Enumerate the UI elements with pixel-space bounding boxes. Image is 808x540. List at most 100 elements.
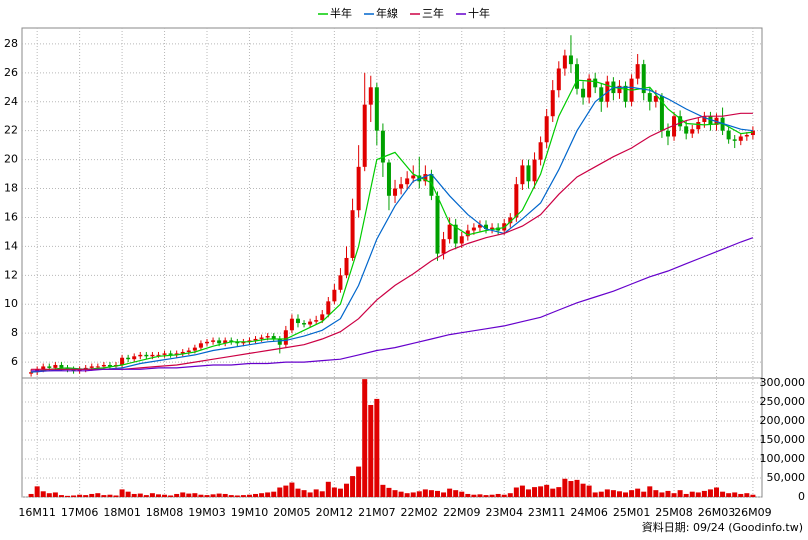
volume-bar xyxy=(374,398,380,497)
x-tick-label: 20M12 xyxy=(316,506,354,519)
x-tick-label: 26M09 xyxy=(734,506,772,519)
volume-bar xyxy=(240,495,246,497)
volume-bar xyxy=(289,482,295,497)
volume-bar xyxy=(331,487,337,497)
volume-bar xyxy=(604,489,610,497)
y2-tick-label: 300,000 xyxy=(760,376,806,389)
x-tick-label: 16M11 xyxy=(18,506,56,519)
volume-bar xyxy=(198,494,204,497)
candle-body xyxy=(235,341,240,344)
candle-body xyxy=(59,364,64,368)
candle-body xyxy=(277,338,282,345)
x-tick-label: 25M08 xyxy=(655,506,693,519)
candle-body xyxy=(211,340,216,342)
volume-bar xyxy=(113,495,119,497)
candle-body xyxy=(332,289,337,302)
y-tick-label: 28 xyxy=(4,37,18,50)
y-tick-label: 18 xyxy=(4,182,18,195)
volume-bar xyxy=(459,491,465,497)
candle-body xyxy=(399,184,404,189)
volume-bar xyxy=(495,493,501,497)
volume-bar xyxy=(744,493,750,497)
candle-body xyxy=(205,341,209,344)
volume-bar xyxy=(501,494,507,497)
volume-bar xyxy=(714,487,720,497)
candle-body xyxy=(441,239,446,254)
volume-bar xyxy=(750,494,756,497)
volume-bar xyxy=(131,493,137,497)
candle-body xyxy=(41,366,46,370)
candle-body xyxy=(83,367,88,370)
volume-bar xyxy=(319,491,325,497)
volume-bar xyxy=(653,490,659,497)
volume-bar xyxy=(720,491,726,497)
y2-tick-label: 250,000 xyxy=(760,395,806,408)
volume-bar xyxy=(337,488,343,497)
candle-body xyxy=(617,85,622,94)
volume-bar xyxy=(204,495,210,497)
candle-body xyxy=(684,126,689,134)
candle-body xyxy=(162,353,167,355)
candle-body xyxy=(120,357,125,365)
volume-bar xyxy=(434,490,440,497)
volume-bar xyxy=(234,495,240,497)
volume-bar xyxy=(513,487,519,497)
y2-tick-label: 150,000 xyxy=(760,433,806,446)
volume-bar xyxy=(362,379,368,497)
volume-bar xyxy=(447,488,453,497)
candle-body xyxy=(65,367,70,370)
candle-body xyxy=(283,330,288,345)
candle-body xyxy=(750,130,755,136)
volume-bar xyxy=(592,492,598,497)
x-tick-label: 23M04 xyxy=(485,506,523,519)
candle-body xyxy=(217,340,222,344)
candle-body xyxy=(138,354,143,357)
y-tick-label: 24 xyxy=(4,95,18,108)
volume-bar xyxy=(271,491,277,497)
volume-bar xyxy=(525,489,531,497)
volume-bar xyxy=(28,493,34,497)
volume-panel xyxy=(21,377,763,498)
volume-bar xyxy=(665,490,671,497)
volume-bar xyxy=(380,484,386,497)
volume-bar xyxy=(71,495,77,497)
candle-body xyxy=(53,364,58,368)
candle-body xyxy=(532,159,537,182)
candle-body xyxy=(641,64,646,94)
volume-bar xyxy=(489,494,495,497)
candle-body xyxy=(101,364,106,367)
candle-body xyxy=(471,227,476,231)
volume-bar xyxy=(404,493,410,497)
y-tick-label: 8 xyxy=(11,326,18,339)
volume-bar xyxy=(64,495,70,497)
candle-body xyxy=(477,224,482,228)
candle-body xyxy=(144,354,149,357)
candle-body xyxy=(447,224,452,240)
volume-bar xyxy=(392,490,398,497)
x-tick-label: 20M05 xyxy=(273,506,311,519)
volume-bar xyxy=(210,494,216,497)
candle-body xyxy=(174,353,179,355)
candle-body xyxy=(623,85,628,102)
candle-body xyxy=(520,165,525,185)
x-tick-label: 19M03 xyxy=(188,506,226,519)
volume-bar xyxy=(689,491,695,497)
y2-tick-label: 50,000 xyxy=(767,471,806,484)
candle-body xyxy=(253,338,258,341)
candle-body xyxy=(405,178,410,185)
candle-body xyxy=(344,257,349,276)
volume-bar xyxy=(556,487,562,497)
volume-bar xyxy=(610,490,616,497)
candle-body xyxy=(526,165,531,182)
volume-bar xyxy=(283,485,289,497)
volume-bar xyxy=(428,490,434,497)
volume-bar xyxy=(635,488,641,497)
volume-bar xyxy=(162,494,168,497)
volume-bar xyxy=(507,493,513,497)
candle-body xyxy=(259,337,264,339)
volume-bar xyxy=(519,485,525,497)
candle-body xyxy=(229,340,234,342)
candle-body xyxy=(484,224,489,230)
volume-bar xyxy=(301,490,307,497)
